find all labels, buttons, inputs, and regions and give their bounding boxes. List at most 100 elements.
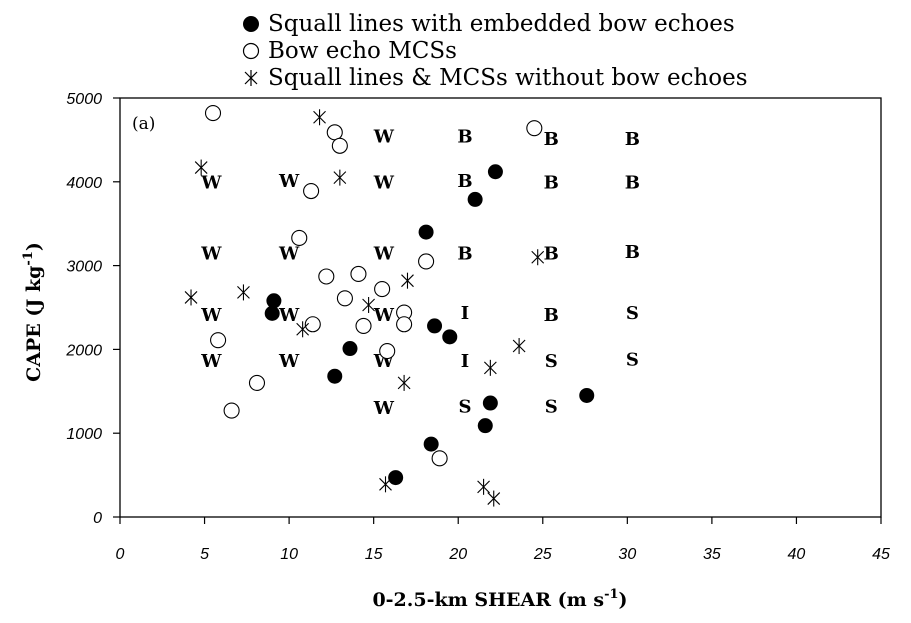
point-bow-mcs: [331, 137, 348, 154]
regime-label: B: [625, 242, 640, 263]
legend: Squall lines with embedded bow echoes Bo…: [240, 10, 748, 91]
x-tick-label: 20: [448, 546, 467, 563]
y-axis-label-close: ): [23, 242, 45, 251]
asterisk-icon: [240, 67, 268, 89]
point-no-bow: [512, 338, 526, 355]
regime-label: B: [457, 171, 472, 192]
regime-label: W: [200, 244, 222, 265]
regime-label: W: [278, 351, 300, 372]
point-no-bow: [483, 359, 497, 376]
regime-label: W: [200, 173, 222, 194]
point-no-bow: [184, 289, 198, 306]
regime-label: W: [373, 244, 395, 265]
x-tick-label: 35: [703, 546, 721, 563]
regime-label: B: [457, 126, 472, 147]
regime-label: B: [625, 129, 640, 150]
x-axis-ticks: 0 5 10 15 20 25 30 35 40 45: [116, 517, 890, 563]
y-axis-label-superscript: -1: [21, 251, 36, 265]
point-squall-bow: [442, 329, 458, 345]
point-bow-mcs: [204, 105, 222, 122]
data-points: [184, 105, 595, 507]
point-bow-mcs: [291, 229, 308, 246]
x-tick-label: 40: [788, 546, 806, 563]
y-tick-label: 4000: [66, 175, 102, 192]
point-bow-mcs: [350, 265, 367, 283]
regime-label: W: [373, 126, 395, 147]
y-tick-label: 3000: [66, 259, 102, 276]
x-tick-label: 30: [618, 546, 636, 563]
point-squall-bow: [418, 224, 434, 240]
point-squall-bow: [427, 318, 443, 334]
legend-item-bow-mcs: Bow echo MCSs: [240, 37, 748, 64]
legend-label-no-bow: Squall lines & MCSs without bow echoes: [268, 64, 748, 91]
regime-label: W: [278, 244, 300, 265]
point-bow-mcs: [396, 316, 413, 333]
x-axis-label: 0-2.5-km SHEAR (m s-1): [372, 587, 627, 611]
point-no-bow: [333, 169, 347, 186]
x-axis-label-text: 0-2.5-km SHEAR (m s: [372, 589, 604, 611]
point-squall-bow: [482, 395, 498, 411]
regime-label: S: [545, 351, 558, 372]
point-no-bow: [296, 321, 310, 338]
regime-label: W: [278, 171, 300, 192]
point-no-bow: [397, 374, 411, 391]
regime-label: I: [461, 351, 469, 372]
point-squall-bow: [342, 341, 358, 357]
y-tick-label: 2000: [65, 342, 102, 359]
regime-label: S: [545, 396, 558, 417]
point-squall-bow: [327, 368, 343, 384]
point-bow-mcs: [326, 124, 343, 141]
point-squall-bow: [423, 436, 439, 452]
regime-label: W: [373, 305, 395, 326]
regime-label: S: [626, 349, 639, 370]
point-squall-bow: [487, 164, 503, 180]
y-axis-label-text: CAPE (J kg: [23, 266, 45, 382]
regime-label: B: [544, 173, 559, 194]
regime-label: W: [200, 305, 222, 326]
regime-label: W: [200, 351, 222, 372]
y-tick-label: 1000: [66, 426, 102, 443]
regime-label: B: [544, 244, 559, 265]
regime-label: W: [373, 398, 395, 419]
regime-annotations: W B B BW W W B B BW W W B B BW W W I B SW W W I S SW S S: [200, 126, 640, 419]
x-axis-label-close: ): [619, 589, 628, 611]
point-bow-mcs: [526, 120, 543, 137]
point-no-bow: [237, 284, 250, 301]
filled-circle-icon: [240, 13, 268, 35]
point-bow-mcs: [303, 182, 320, 200]
point-no-bow: [477, 478, 490, 495]
point-squall-bow: [477, 418, 493, 434]
x-axis-label-superscript: -1: [604, 587, 618, 602]
point-no-bow: [379, 476, 392, 493]
legend-item-no-bow: Squall lines & MCSs without bow echoes: [240, 64, 748, 91]
y-axis-ticks: 0 1000 2000 3000 4000 5000: [65, 91, 120, 527]
point-bow-mcs: [374, 281, 391, 298]
point-bow-mcs: [355, 317, 372, 334]
panel-label: (a): [132, 114, 155, 134]
y-tick-label: 5000: [66, 91, 102, 108]
point-bow-mcs: [223, 402, 240, 419]
point-bow-mcs: [336, 290, 353, 307]
point-squall-bow: [579, 387, 595, 403]
x-tick-label: 45: [872, 546, 890, 563]
regime-label: I: [461, 303, 469, 324]
point-bow-mcs: [418, 253, 435, 270]
point-squall-bow: [264, 305, 280, 321]
point-bow-mcs: [318, 268, 335, 285]
x-tick-label: 15: [365, 546, 383, 563]
point-no-bow: [487, 490, 501, 507]
x-tick-label: 5: [200, 546, 209, 563]
plot-frame: [119, 97, 882, 518]
point-squall-bow: [388, 470, 404, 486]
legend-label-squall-bow: Squall lines with embedded bow echoes: [268, 10, 735, 37]
regime-label: B: [457, 244, 472, 265]
regime-label: B: [544, 305, 559, 326]
point-bow-mcs: [210, 332, 227, 349]
regime-label: S: [626, 303, 639, 324]
point-bow-mcs: [248, 374, 266, 391]
point-bow-mcs: [431, 450, 448, 467]
y-axis-label: CAPE (J kg-1): [21, 242, 45, 382]
regime-label: W: [373, 173, 395, 194]
y-tick-label: 0: [93, 510, 102, 527]
point-bow-mcs: [379, 343, 396, 360]
